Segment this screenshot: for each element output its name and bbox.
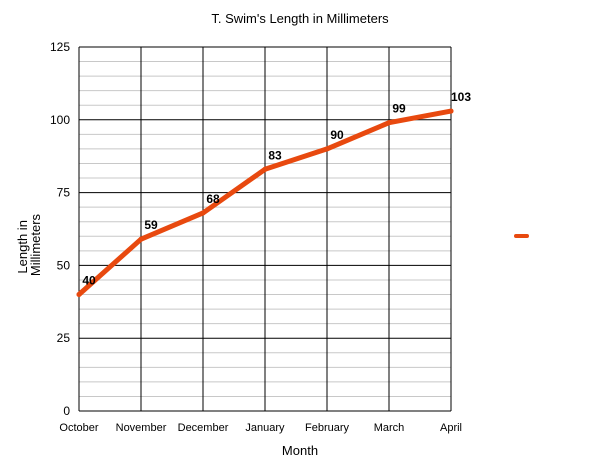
x-tick-label: October xyxy=(59,422,98,434)
data-point xyxy=(138,236,144,242)
y-tick-label: 125 xyxy=(50,40,70,54)
data-point xyxy=(386,120,392,126)
data-label: 90 xyxy=(330,128,344,142)
y-tick-label: 25 xyxy=(57,331,71,345)
y-axis-title: Length in Millimeters xyxy=(15,213,43,276)
y-tick-label: 50 xyxy=(57,258,71,272)
y-tick-label: 100 xyxy=(50,113,70,127)
x-tick-label: February xyxy=(305,422,350,434)
data-label: 103 xyxy=(451,90,471,104)
series-group xyxy=(76,108,454,298)
x-tick-label: March xyxy=(374,422,405,434)
data-point xyxy=(200,210,206,216)
x-axis-title: Month xyxy=(282,443,318,458)
x-tick-label: April xyxy=(440,422,462,434)
data-label: 68 xyxy=(206,192,220,206)
x-tick-label: January xyxy=(245,422,285,434)
y-axis-ticks: 0 25 50 75 100 125 xyxy=(50,40,70,418)
y-axis-title-line-2: Millimeters xyxy=(28,213,43,276)
y-tick-label: 0 xyxy=(63,404,70,418)
y-axis-title-line-1: Length in xyxy=(15,220,30,274)
data-point xyxy=(76,292,82,298)
data-label: 40 xyxy=(82,274,96,288)
data-label: 83 xyxy=(268,148,282,162)
x-tick-label: November xyxy=(116,422,167,434)
data-label: 59 xyxy=(144,218,158,232)
data-labels: 40 59 68 83 90 99 103 xyxy=(82,90,471,287)
x-axis-ticks: October November December January February Ma… xyxy=(59,422,462,434)
data-point xyxy=(262,166,268,172)
data-point xyxy=(324,146,330,152)
data-label: 99 xyxy=(392,102,406,116)
data-point xyxy=(448,108,454,114)
vertical-gridlines xyxy=(78,47,452,411)
x-tick-label: December xyxy=(178,422,229,434)
y-tick-label: 75 xyxy=(57,186,71,200)
chart-title: T. Swim's Length in Millimeters xyxy=(211,11,389,26)
